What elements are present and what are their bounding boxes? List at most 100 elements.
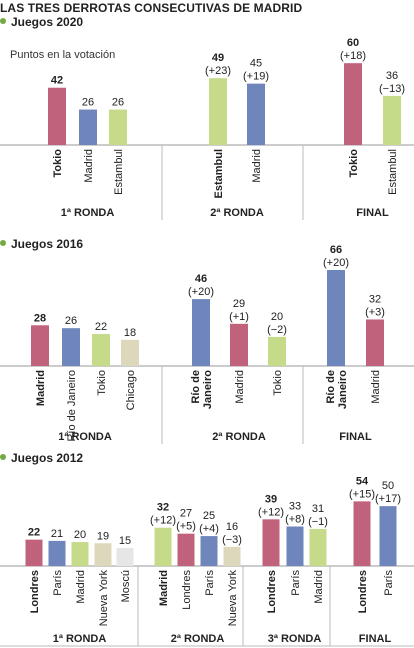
bar-category-label: Río deJaneiro <box>325 370 349 409</box>
bar-value-label: 19 <box>97 530 109 542</box>
bar-value-label: 21 <box>51 528 63 540</box>
bar-value-label: 32 <box>369 293 381 305</box>
bar-change-label: (+4) <box>199 523 219 535</box>
bar-change-label: (+12) <box>150 515 176 527</box>
round-label: FINAL <box>339 431 372 443</box>
bar-category-label: París <box>290 570 302 596</box>
bar <box>200 536 218 566</box>
bar <box>121 339 139 366</box>
round-label: 2ª RONDA <box>210 207 264 219</box>
page-title: LAS TRES DERROTAS CONSECUTIVAS DE MADRID <box>0 1 303 15</box>
bar-category-label: Madrid <box>75 570 87 604</box>
bar-value-label: 25 <box>203 510 215 522</box>
section-bullet-icon <box>0 454 6 460</box>
bar-change-label: (−2) <box>267 324 287 336</box>
bar-category-label: Estambul <box>113 149 125 195</box>
bar-value-label: 26 <box>112 97 124 109</box>
bar-value-label: 18 <box>124 327 136 339</box>
bar <box>247 83 265 145</box>
bar-category-label: Río de Janeiro <box>66 370 78 442</box>
bar <box>154 527 172 566</box>
bar-category-label: Chicago <box>125 370 137 410</box>
bar <box>383 95 401 145</box>
bar <box>71 542 89 566</box>
section-bullet-icon <box>0 18 6 24</box>
bar <box>48 87 66 145</box>
bar <box>94 543 112 566</box>
bar-value-label: 28 <box>34 312 46 324</box>
bar-category-label: Madrid <box>370 370 382 404</box>
bar-value-label: 42 <box>51 75 63 87</box>
round-label: 1ª RONDA <box>61 207 115 219</box>
bar-category-label: Tokio <box>348 149 360 178</box>
round-label: FINAL <box>356 207 389 219</box>
bar-change-label: (+8) <box>285 514 305 526</box>
bar-change-label: (−3) <box>222 534 242 546</box>
bar-category-label: Tokio <box>96 370 108 396</box>
bar <box>286 526 304 566</box>
bar-change-label: (+5) <box>176 521 196 533</box>
bar-change-label: (+20) <box>188 286 214 298</box>
bar-value-label: 46 <box>195 273 207 285</box>
chart-subtitle: Puntos en la votación <box>10 49 115 61</box>
round-label: 1ª RONDA <box>58 431 112 443</box>
bar-change-label: (+20) <box>323 257 349 269</box>
bar-value-label: 15 <box>119 535 131 547</box>
bar-category-label: Madrid <box>158 570 170 606</box>
bar-category-label: Londres <box>29 570 41 613</box>
bar-value-label: 45 <box>250 58 262 70</box>
bar-value-label: 22 <box>95 321 107 333</box>
bar-value-label: 32 <box>157 502 169 514</box>
bar-value-label: 26 <box>82 97 94 109</box>
bar <box>268 336 286 366</box>
bar-value-label: 27 <box>180 508 192 520</box>
bar <box>230 323 248 366</box>
bar-category-label: Madrid <box>83 149 95 183</box>
round-label: 1ª RONDA <box>53 633 107 645</box>
bar <box>79 109 97 145</box>
bar-change-label: (−1) <box>308 516 328 528</box>
bar-value-label: 39 <box>265 493 277 505</box>
bar-value-label: 26 <box>65 315 77 327</box>
bar-value-label: 66 <box>330 244 342 256</box>
bar-category-label: Londres <box>357 570 369 613</box>
bar <box>379 506 397 566</box>
bar <box>327 270 345 366</box>
bar-category-label: París <box>52 570 64 596</box>
bar <box>48 540 66 566</box>
bar-category-label: Madrid <box>35 370 47 406</box>
round-label: 2ª RONDA <box>171 633 225 645</box>
bar-value-label: 29 <box>233 298 245 310</box>
bar-category-label: Río deJaneiro <box>190 370 214 409</box>
bar-value-label: 31 <box>312 503 324 515</box>
round-label: 3ª RONDA <box>268 633 322 645</box>
bar-change-label: (+19) <box>243 71 269 83</box>
bar-category-label: Madrid <box>313 570 325 604</box>
bar-value-label: 20 <box>271 311 283 323</box>
bar <box>262 519 280 566</box>
bar <box>344 63 362 145</box>
bar <box>366 319 384 366</box>
bar-value-label: 50 <box>382 480 394 492</box>
bar-value-label: 54 <box>356 475 369 487</box>
round-label: 2ª RONDA <box>212 431 266 443</box>
bar-category-label: Nueva York <box>227 570 239 627</box>
bar-change-label: (+23) <box>205 65 231 77</box>
bar <box>192 299 210 366</box>
bar-category-label: Tokio <box>272 370 284 396</box>
round-label: FINAL <box>359 633 392 645</box>
bar-category-label: Tokio <box>52 149 64 178</box>
bar-category-label: Nueva York <box>98 570 110 627</box>
bar-change-label: (+3) <box>365 306 385 318</box>
bar-category-label: París <box>383 570 395 596</box>
bar-category-label: Londres <box>181 570 193 610</box>
bar-change-label: (+15) <box>349 488 375 500</box>
bar <box>31 325 49 366</box>
section-title: Juegos 2020 <box>11 15 83 29</box>
section-title: Juegos 2016 <box>11 237 83 251</box>
bar-value-label: 49 <box>212 52 224 64</box>
bar <box>223 546 241 566</box>
bar-category-label: Moscú <box>120 570 132 602</box>
section-title: Juegos 2012 <box>11 451 83 465</box>
